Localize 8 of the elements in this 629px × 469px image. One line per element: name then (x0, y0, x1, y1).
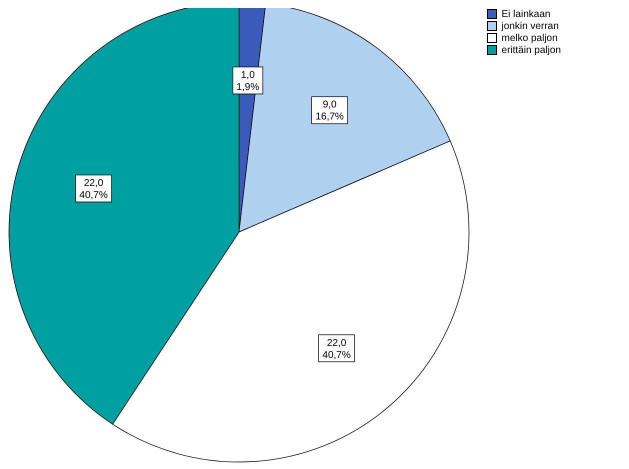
legend-label: melko paljon (502, 32, 558, 44)
data-label: 9,0 16,7% (315, 100, 344, 123)
legend-label: Ei lainkaan (502, 8, 550, 20)
legend-label: erittäin paljon (502, 44, 561, 56)
data-label: 1,0 1,9% (236, 70, 260, 93)
data-label: 22,0 40,7% (79, 178, 108, 201)
legend-label: jonkin verran (502, 20, 559, 32)
data-label: 22,0 40,7% (322, 338, 351, 361)
